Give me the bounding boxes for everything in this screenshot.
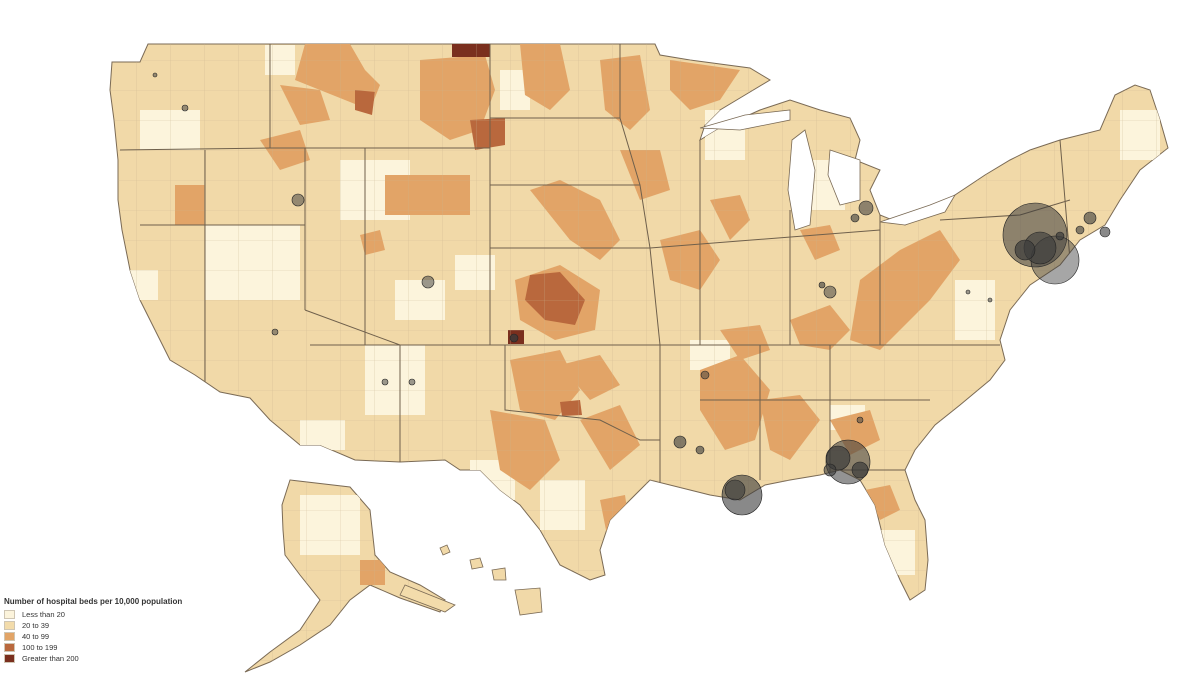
contiguous-us [109, 43, 1169, 601]
hospital-bubble [700, 370, 710, 380]
hospital-bubble [724, 479, 746, 501]
hospital-bubble [850, 213, 860, 223]
legend-item: Less than 20 [4, 609, 182, 620]
hospital-bubble [181, 104, 189, 112]
hospital-bubble [1055, 231, 1065, 241]
hospital-bubble [291, 193, 305, 207]
hawaii [439, 544, 543, 616]
hospital-bubble [965, 289, 971, 295]
hospital-bubble [1014, 239, 1036, 261]
county-boundaries [110, 44, 1168, 600]
hospital-bubble [152, 72, 158, 78]
great-lakes [699, 109, 956, 231]
legend-item: 100 to 199 [4, 642, 182, 653]
legend-label: 20 to 39 [22, 621, 50, 630]
hospital-bubble [856, 416, 864, 424]
legend-swatch [4, 610, 15, 619]
legend-items: Less than 20 20 to 39 40 to 99 100 to 199 Gr… [4, 609, 182, 664]
hospital-bubble [1099, 226, 1111, 238]
legend-label: Less than 20 [22, 610, 65, 619]
legend-swatch [4, 654, 15, 663]
hospital-bubble [408, 378, 416, 386]
hospital-bubble [271, 328, 279, 336]
legend-item: Greater than 200 [4, 653, 182, 664]
hospital-bubble [823, 285, 837, 299]
legend-label: 40 to 99 [22, 632, 50, 641]
hospital-bubble [1083, 211, 1097, 225]
legend-swatch [4, 632, 15, 641]
legend-item: 40 to 99 [4, 631, 182, 642]
legend-label: Greater than 200 [22, 654, 79, 663]
legend-item: 20 to 39 [4, 620, 182, 631]
hospital-bubble [1075, 225, 1085, 235]
alaska [244, 479, 456, 673]
hospital-bubble [421, 275, 435, 289]
legend-title: Number of hospital beds per 10,000 popul… [4, 597, 183, 606]
hospital-bubbles [152, 72, 1111, 516]
hospital-bubble [695, 445, 705, 455]
map-legend: Number of hospital beds per 10,000 popul… [4, 597, 182, 664]
hospital-bubble [858, 200, 874, 216]
legend-swatch [4, 643, 15, 652]
hospital-bubble [818, 281, 826, 289]
hospital-bubble [381, 378, 389, 386]
hospital-bubble [987, 297, 993, 303]
legend-label: 100 to 199 [22, 643, 58, 652]
hospital-bubble [825, 445, 851, 471]
legend-swatch [4, 621, 15, 630]
hospital-bubble [673, 435, 687, 449]
hospital-bubble [509, 333, 519, 343]
hospital-bubble [823, 463, 837, 477]
hospital-bubble [851, 461, 869, 479]
state-borders [119, 44, 1071, 490]
